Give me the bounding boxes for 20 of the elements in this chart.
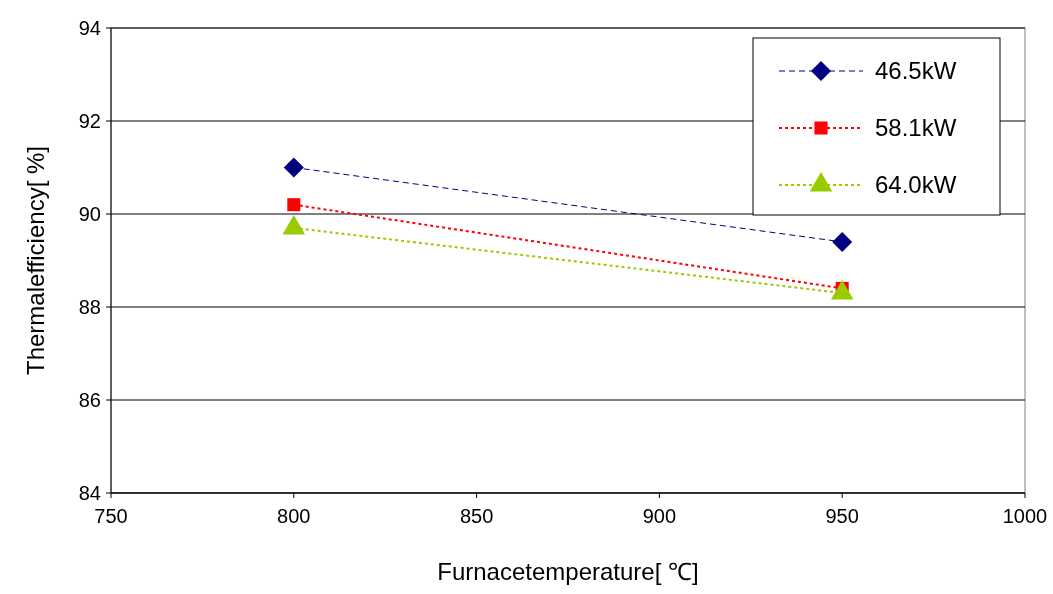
y-tick-label: 88 — [78, 296, 101, 318]
y-tick-label: 94 — [78, 17, 101, 39]
x-tick-label: 1000 — [1002, 505, 1048, 527]
point — [832, 231, 853, 252]
y-tick-label: 90 — [78, 203, 101, 225]
x-tick-label: 950 — [825, 505, 859, 527]
y-tick-label: 86 — [78, 389, 101, 411]
point — [283, 157, 304, 178]
y-tick-label: 84 — [78, 482, 101, 504]
legend-label: 64.0kW — [875, 171, 957, 199]
legend-label: 58.1kW — [875, 114, 957, 142]
x-tick-label: 850 — [459, 505, 494, 527]
legend-label: 46.5kW — [875, 57, 957, 85]
y-tick-label: 92 — [78, 110, 101, 132]
point — [287, 198, 301, 212]
y-axis-title: Thermalefficiency[ %] — [22, 146, 49, 375]
x-tick-label: 900 — [642, 505, 677, 527]
x-tick-label: 800 — [277, 505, 311, 527]
x-axis-title: Furnacetemperature[ ℃] — [437, 558, 699, 585]
x-tick-label: 750 — [94, 505, 128, 527]
